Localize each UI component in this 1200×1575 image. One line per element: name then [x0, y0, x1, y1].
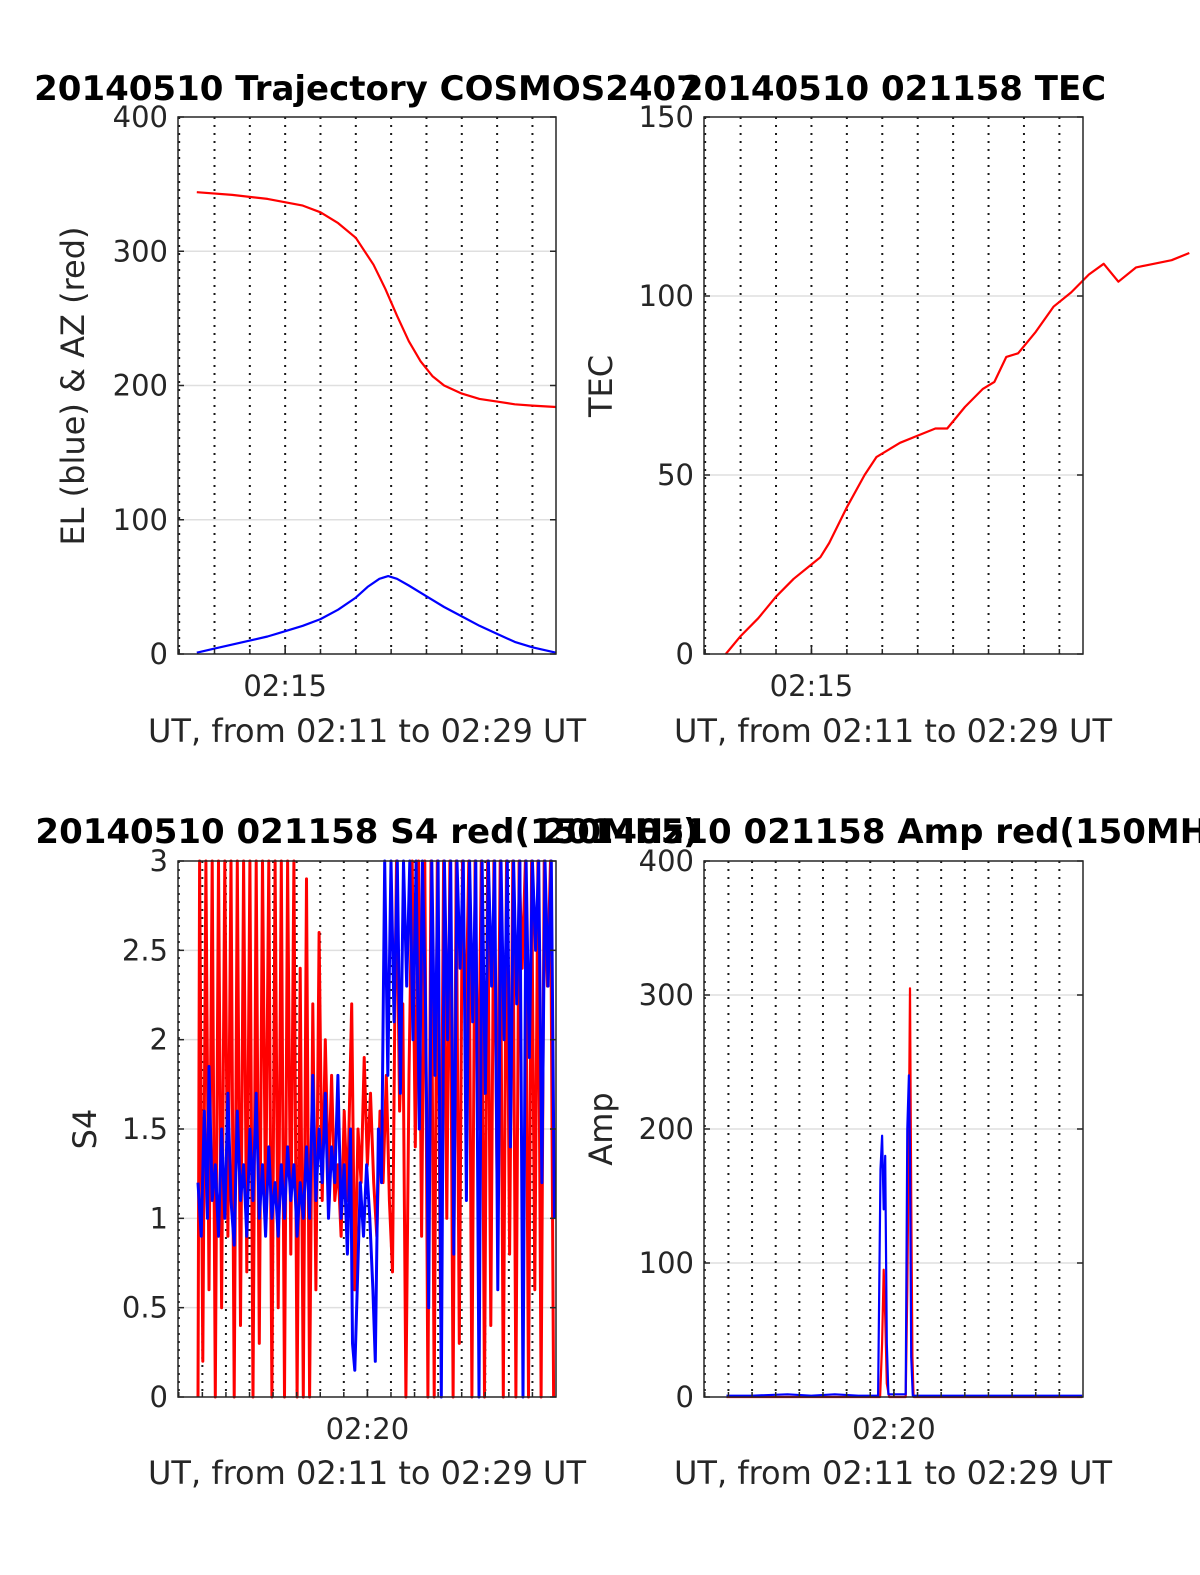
trajectory-panel: 0 100 200 300 400 02:15 20140510 Trajectory …: [34, 69, 700, 750]
y-tick-label: 100: [639, 279, 694, 313]
amp-blue-series-line: [726, 1074, 1083, 1397]
x-tick-label: 02:20: [852, 1412, 936, 1446]
trajectory-grid: [178, 117, 556, 654]
tec-y-label: TEC: [582, 355, 620, 418]
trajectory-red-series-line: [196, 191, 557, 409]
s4-y-ticks: 0 0.5 1 1.5 2 2.5 3: [122, 844, 556, 1414]
amp-y-ticks: 0 100 200 300 400: [639, 844, 1083, 1414]
y-tick-label: 1.5: [122, 1112, 168, 1146]
y-tick-label: 0: [676, 1380, 694, 1414]
amp-panel: 0 100 200 300 400 02:20 20140510 021158 Amp …: [542, 812, 1200, 1492]
tec-series: [724, 251, 1190, 655]
s4-x-label: UT, from 02:11 to 02:29 UT: [148, 1454, 586, 1492]
y-tick-label: 200: [113, 369, 168, 403]
trajectory-y-label: EL (blue) & AZ (red): [54, 226, 92, 545]
y-tick-label: 3: [150, 844, 168, 878]
tec-title: 20140510 021158 TEC: [680, 69, 1106, 109]
tec-panel: 0 50 100 150 02:15 20140510 021158 TEC UT, …: [582, 69, 1190, 750]
x-tick-label: 02:15: [243, 669, 327, 703]
y-tick-label: 0: [150, 637, 168, 671]
x-tick-label: 02:20: [326, 1412, 410, 1446]
trajectory-title: 20140510 Trajectory COSMOS2407: [34, 69, 700, 109]
s4-title: 20140510 021158 S4 red(150MHz): [35, 812, 698, 852]
y-tick-label: 200: [639, 1112, 694, 1146]
y-tick-label: 0.5: [122, 1291, 168, 1325]
trajectory-series: [196, 191, 557, 654]
y-tick-label: 100: [639, 1246, 694, 1280]
tec-red-series-line: [724, 251, 1190, 655]
y-tick-label: 400: [113, 100, 168, 134]
amp-grid: [703, 861, 1083, 1397]
x-tick-label: 02:15: [770, 669, 854, 703]
tec-x-label: UT, from 02:11 to 02:29 UT: [674, 712, 1112, 750]
trajectory-x-label: UT, from 02:11 to 02:29 UT: [148, 712, 586, 750]
amp-title: 20140510 021158 Amp red(150MHz): [542, 812, 1200, 852]
y-tick-label: 1: [150, 1201, 168, 1235]
s4-panel: 0 0.5 1 1.5 2 2.5 3 02:20 20140510 021158 S4 r…: [35, 812, 698, 1492]
y-tick-label: 2: [150, 1023, 168, 1057]
tec-axes-box: [703, 116, 1084, 655]
y-tick-label: 50: [657, 458, 694, 492]
tec-y-ticks: 0 50 100 150: [639, 100, 1083, 671]
y-tick-label: 150: [639, 100, 694, 134]
trajectory-y-ticks: 0 100 200 300 400: [113, 100, 556, 671]
y-tick-label: 100: [113, 503, 168, 537]
tec-x-ticks: 02:15: [704, 646, 1061, 703]
y-tick-label: 300: [113, 234, 168, 268]
y-tick-label: 2.5: [122, 933, 168, 967]
amp-x-ticks: 02:20: [704, 1389, 1061, 1446]
s4-x-ticks: 02:20: [178, 1389, 534, 1446]
y-tick-label: 400: [639, 844, 694, 878]
y-tick-label: 0: [676, 637, 694, 671]
tec-grid: [704, 117, 1083, 654]
amp-y-label: Amp: [582, 1092, 620, 1165]
tec-plot-area: [704, 117, 1083, 654]
s4-blue-series-line: [196, 859, 556, 1399]
amp-x-label: UT, from 02:11 to 02:29 UT: [674, 1454, 1112, 1492]
s4-y-label: S4: [66, 1109, 104, 1150]
y-tick-label: 300: [639, 978, 694, 1012]
trajectory-blue-series-line: [196, 575, 557, 654]
y-tick-label: 0: [150, 1380, 168, 1414]
trajectory-x-ticks: 02:15: [178, 646, 534, 703]
